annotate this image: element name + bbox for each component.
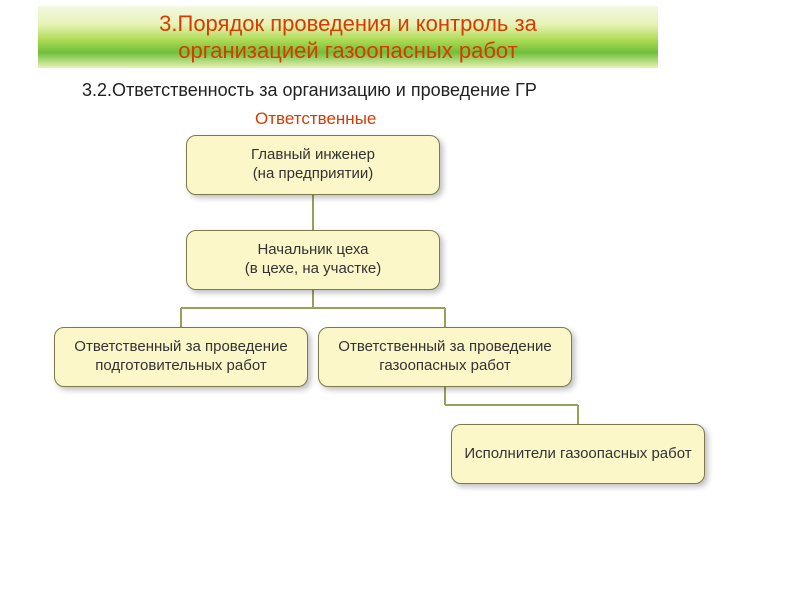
node-text-line: Ответственный за проведение	[74, 338, 287, 355]
node-text-line: Начальник цеха	[257, 241, 368, 258]
title-line-1: 3.Порядок проведения и контроль за	[159, 11, 537, 36]
node-performers: Исполнители газоопасных работ	[451, 424, 705, 484]
section-label: Ответственные	[255, 109, 376, 129]
node-prep-responsible: Ответственный за проведение подготовител…	[54, 327, 308, 387]
page-title: 3.Порядок проведения и контроль за орган…	[159, 10, 537, 65]
node-text-line: Ответственный за проведение	[338, 338, 551, 355]
header-band: 3.Порядок проведения и контроль за орган…	[38, 6, 658, 68]
title-line-2: организацией газоопасных работ	[178, 38, 518, 63]
node-text-line: Главный инженер	[251, 146, 375, 163]
node-gas-responsible: Ответственный за проведение газоопасных …	[318, 327, 572, 387]
subtitle: 3.2.Ответственность за организацию и про…	[82, 80, 537, 101]
node-shop-chief: Начальник цеха (в цехе, на участке)	[186, 230, 440, 290]
node-text-line: газоопасных работ	[379, 357, 511, 374]
node-text-line: (на предприятии)	[253, 165, 374, 182]
node-text-line: Исполнители газоопасных работ	[464, 445, 691, 462]
node-chief-engineer: Главный инженер (на предприятии)	[186, 135, 440, 195]
node-text-line: (в цехе, на участке)	[245, 260, 381, 277]
node-text-line: подготовительных работ	[95, 357, 266, 374]
